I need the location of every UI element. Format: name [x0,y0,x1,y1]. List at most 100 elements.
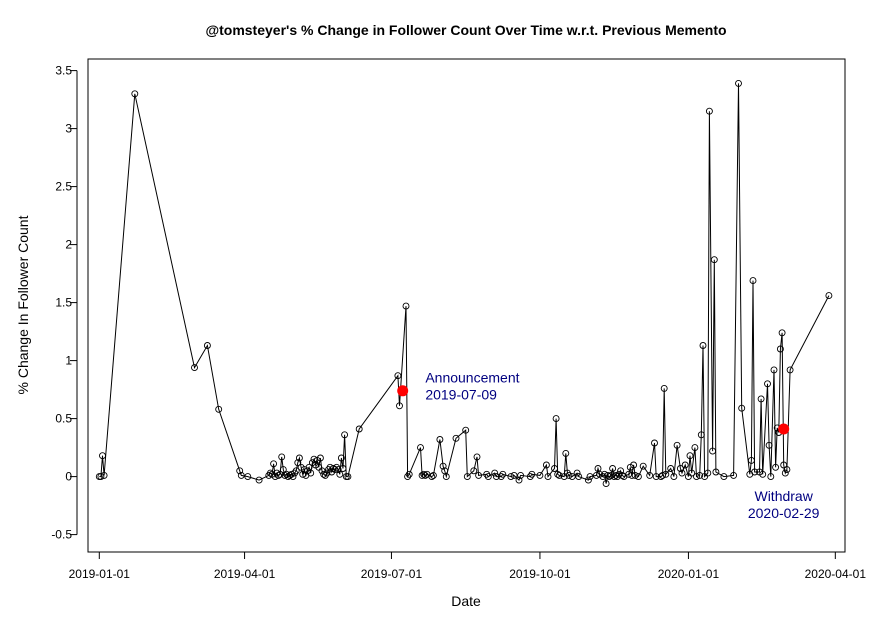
data-point [780,461,788,469]
data-point [355,425,363,433]
data-point [99,452,106,460]
data-point [584,476,592,484]
data-point [691,444,699,452]
data-point [710,256,718,264]
data-point [705,107,713,115]
series-layer [95,79,833,488]
data-point [681,461,689,469]
data-point [307,469,315,477]
y-tick-label: 2.5 [55,180,72,194]
data-point [281,471,289,479]
data-point [604,471,612,479]
data-point [417,444,424,452]
data-point [341,431,349,439]
x-tick-label: 2020-01-01 [658,567,720,581]
data-point [772,463,780,471]
data-point [686,452,694,460]
data-point [320,470,328,478]
data-point [639,462,647,470]
data-point [515,476,523,484]
data-point [236,467,244,475]
data-point [699,342,707,349]
data-point [462,426,470,434]
data-point [662,470,670,478]
data-point [329,465,337,472]
data-point [776,345,784,353]
data-point [100,471,108,479]
highlight-layer [397,385,790,435]
y-tick-label: 1.5 [55,296,72,310]
data-point [575,473,583,481]
data-point [778,329,786,337]
data-point [667,465,675,472]
data-point [678,469,686,477]
highlight-point [397,385,409,397]
annotation-label: 2020-02-29 [748,505,820,521]
data-point [660,384,668,392]
data-point [659,471,667,479]
y-tick-label: 2 [65,238,72,252]
highlight-point [778,423,790,435]
data-point [339,465,347,472]
data-point [336,470,344,478]
data-point [673,441,681,449]
data-point [420,470,428,478]
x-tick-label: 2019-07-01 [361,567,423,581]
y-tick-label: 3.5 [55,64,72,78]
data-point [634,473,642,481]
data-point [646,471,654,479]
data-point [418,471,426,479]
y-tick-label: 0.5 [55,412,72,426]
series-line [99,83,830,484]
data-point [562,449,570,457]
data-point [696,471,704,479]
data-point [712,468,720,476]
data-point [759,470,767,478]
data-point [693,473,700,481]
data-point [738,404,746,412]
data-point [442,473,450,481]
data-point [396,402,403,410]
data-point [492,473,500,481]
data-point [237,471,245,479]
data-point [428,473,436,481]
data-point [688,469,696,477]
data-point [323,469,331,477]
data-point [602,480,610,488]
data-point [625,470,633,478]
data-point [618,471,626,479]
data-point [429,471,437,479]
data-point [484,473,492,481]
data-point [592,471,600,479]
data-point [630,461,638,469]
data-point [344,473,352,481]
data-point [565,471,573,479]
x-axis-label: Date [451,593,481,609]
data-point [405,470,413,478]
x-tick-label: 2019-10-01 [509,567,571,581]
data-point [568,473,576,481]
data-point [764,380,771,388]
data-point [299,470,307,478]
data-point [292,467,300,475]
data-point [617,467,625,475]
data-point [507,473,515,481]
data-point [765,441,773,449]
data-point [131,90,139,98]
data-point [573,469,581,477]
y-tick-label: 0 [65,470,72,484]
x-tick-label: 2019-04-01 [214,567,276,581]
data-point [609,465,617,472]
data-point [452,434,460,442]
x-tick-label: 2020-04-01 [805,567,867,581]
data-point [517,471,525,479]
annotation-label: 2019-07-09 [425,387,497,403]
chart-title: @tomsteyer's % Change in Follower Count … [205,22,726,38]
x-tick-label: 2019-01-01 [69,567,131,581]
data-point [552,415,560,423]
data-point [510,471,518,479]
data-point [652,473,660,481]
